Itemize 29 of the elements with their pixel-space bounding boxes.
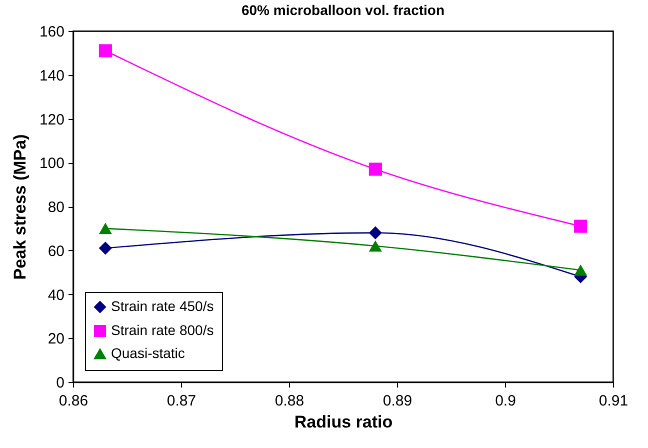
point (574, 264, 588, 276)
point (574, 220, 588, 233)
y-tick-label: 140 (39, 67, 64, 84)
legend-label: Strain rate 450/s (111, 298, 214, 314)
y-tick-label: 100 (39, 155, 64, 172)
point (368, 162, 382, 176)
x-axis-title: Radius ratio (294, 412, 393, 432)
y-tick-label: 80 (48, 199, 64, 216)
point (368, 226, 382, 240)
x-tick-label: 0.91 (598, 392, 628, 410)
x-tick-label: 0.87 (166, 392, 196, 410)
y-tick-label: 40 (48, 286, 64, 304)
point (98, 222, 112, 234)
x-tick-label: 0.88 (274, 392, 304, 410)
x-tick-label: 0.9 (495, 392, 516, 410)
legend-label: Strain rate 800/s (111, 322, 214, 338)
y-tick-label: 0 (56, 374, 64, 392)
y-axis-title: Peak stress (MPa) (10, 134, 30, 280)
y-tick-label: 60 (48, 242, 64, 260)
y-tick-label: 120 (39, 111, 64, 128)
chart-title: 60% microballoon vol. fraction (241, 2, 445, 18)
legend-label: Quasi-static (111, 345, 185, 361)
point (98, 44, 112, 58)
y-tick-label: 20 (48, 330, 64, 348)
point (368, 240, 382, 252)
x-tick-label: 0.86 (58, 392, 88, 410)
point (98, 242, 112, 255)
y-tick-label: 160 (39, 24, 64, 40)
x-tick-label: 0.89 (382, 392, 412, 410)
